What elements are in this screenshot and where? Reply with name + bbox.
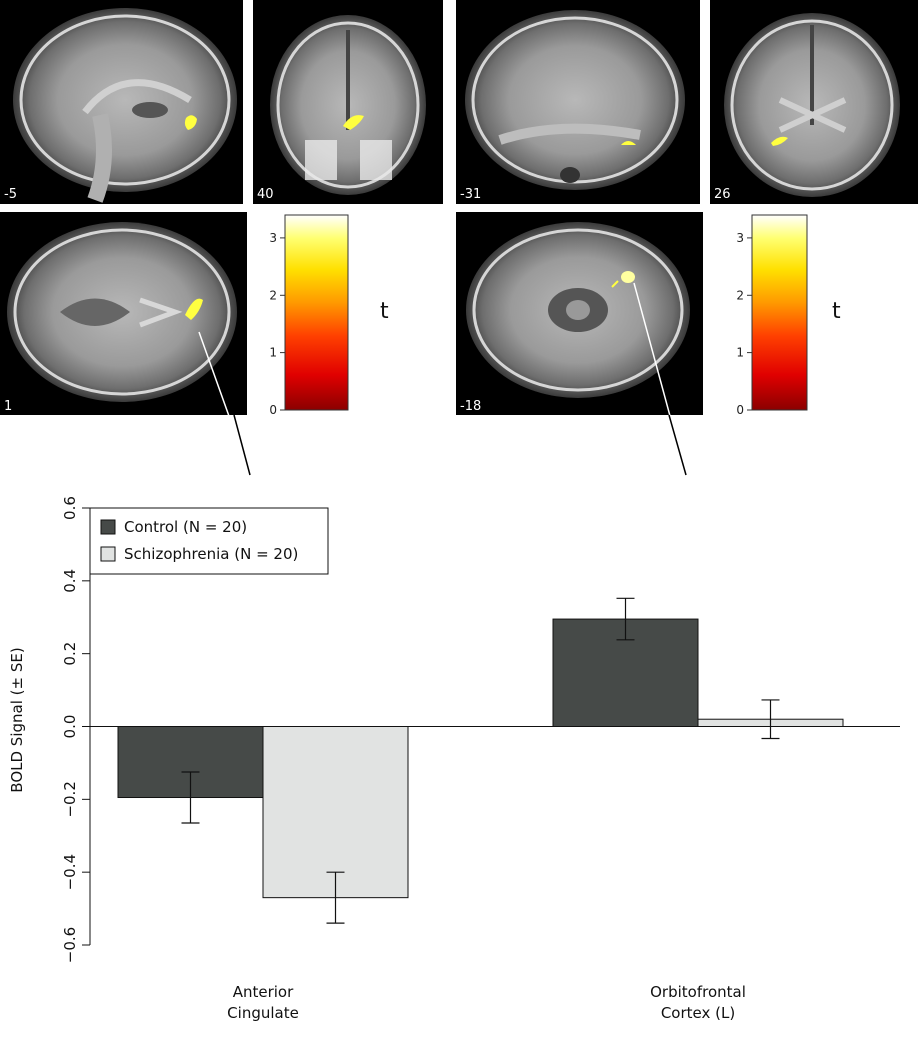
activation-blob xyxy=(343,115,364,130)
y-tick-label: −0.4 xyxy=(61,854,79,890)
y-tick-label: 0.6 xyxy=(61,496,79,520)
brain-sagittal xyxy=(465,10,685,190)
slice-label: 40 xyxy=(257,187,274,202)
colorbar-tick: 1 xyxy=(736,346,744,360)
colorbar-tick: 2 xyxy=(269,288,277,302)
bar xyxy=(262,726,409,899)
y-tick-label: −0.2 xyxy=(61,781,79,817)
connector-line xyxy=(233,414,251,476)
slice-label: 1 xyxy=(4,399,12,414)
colorbar-tick: 3 xyxy=(736,231,744,245)
activation-blob xyxy=(621,271,635,283)
colorbar-title: t xyxy=(832,299,841,324)
y-tick-label: 0.2 xyxy=(61,642,79,666)
colorbar-tick: 0 xyxy=(736,403,744,417)
y-tick-label: 0.4 xyxy=(61,569,79,593)
y-axis-label: BOLD Signal (± SE) xyxy=(8,647,26,792)
y-tick-label: −0.6 xyxy=(61,927,79,963)
category-label: Orbitofrontal xyxy=(650,983,746,1001)
colorbar-title: t xyxy=(380,299,389,324)
category-label: Cingulate xyxy=(227,1004,299,1022)
colorbar-2: 0 1 2 3 t xyxy=(736,214,841,417)
slice-panel-3: -31 xyxy=(456,0,700,204)
slice-panel-5: 1 xyxy=(0,212,247,415)
slice-panel-1: -5 xyxy=(0,0,243,204)
legend-label: Schizophrenia (N = 20) xyxy=(124,545,298,563)
y-tick-label: 0.0 xyxy=(61,715,79,739)
slice-label: 26 xyxy=(714,187,731,202)
slice-panel-4: 26 xyxy=(710,0,918,204)
slice-panel-2: 40 xyxy=(253,0,443,204)
category-label: Cortex (L) xyxy=(661,1004,735,1022)
bar-chart: 0.6 0.4 0.2 0.0 −0.2 −0.4 −0.6 BOLD Signal (± S… xyxy=(8,496,900,1022)
colorbar-tick: 0 xyxy=(269,403,277,417)
colorbar-tick: 1 xyxy=(269,346,277,360)
activation-blob xyxy=(185,298,203,320)
slice-label: -18 xyxy=(460,399,481,414)
activation-blob xyxy=(621,141,636,145)
slice-label: -5 xyxy=(4,187,17,202)
colorbar-tick: 2 xyxy=(736,288,744,302)
connector-line xyxy=(198,331,251,476)
slice-label: -31 xyxy=(460,187,481,202)
colorbar-tick: 3 xyxy=(269,231,277,245)
legend-swatch xyxy=(100,519,116,535)
activation-blob xyxy=(771,136,788,146)
connector-line xyxy=(668,414,687,476)
legend-label: Control (N = 20) xyxy=(124,518,247,536)
slice-panel-6: -18 xyxy=(456,212,703,415)
category-label: Anterior xyxy=(233,983,294,1001)
colorbar-1: 0 1 2 3 t xyxy=(269,214,389,417)
brain-sagittal xyxy=(13,8,237,192)
activation-blob xyxy=(184,115,197,130)
legend-box xyxy=(89,507,329,575)
legend-swatch xyxy=(100,546,116,562)
